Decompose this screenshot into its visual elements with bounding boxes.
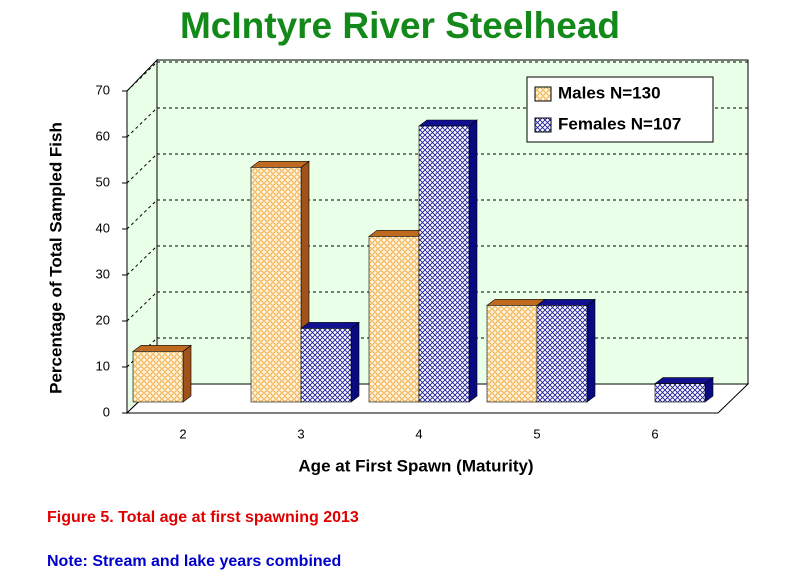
note: Note: Stream and lake years combined — [47, 553, 341, 570]
bar-side — [182, 344, 192, 403]
bar-front — [654, 383, 706, 403]
x-tick-label: 5 — [533, 426, 540, 441]
bar — [300, 321, 360, 403]
caption: Figure 5. Total age at first spawning 20… — [47, 509, 359, 526]
grid-line-side — [126, 199, 158, 230]
bar-top — [486, 299, 546, 306]
y-tick-label: 40 — [96, 220, 110, 235]
bar-top — [368, 230, 428, 237]
y-axis-label: Percentage of Total Sampled Fish — [46, 122, 65, 394]
bar-front — [300, 328, 352, 403]
legend-swatch — [534, 117, 552, 133]
bar-top — [250, 161, 310, 168]
y-tick-label: 50 — [96, 174, 110, 189]
x-tick-label: 3 — [297, 426, 304, 441]
bar — [132, 344, 192, 403]
bar-top — [418, 119, 478, 127]
bar-front — [132, 351, 184, 403]
x-tick-label: 6 — [651, 426, 658, 441]
bar-side — [586, 298, 596, 403]
bar-top — [536, 299, 596, 306]
y-tick-label: 60 — [96, 128, 110, 143]
x-tick-label: 4 — [415, 426, 422, 441]
bar-top — [132, 345, 192, 352]
x-tick-label: 2 — [179, 426, 186, 441]
y-tick-label: 10 — [96, 358, 110, 373]
bar — [486, 298, 546, 403]
bar-front — [486, 305, 538, 403]
legend-label: Females N=107 — [558, 114, 681, 133]
y-tick-label: 0 — [103, 404, 110, 419]
grid-line-side — [126, 61, 158, 92]
bar-front — [536, 305, 588, 403]
legend-label: Males N=130 — [558, 83, 661, 102]
y-tick-label: 70 — [96, 82, 110, 97]
bar — [654, 377, 714, 403]
grid-line-side — [126, 153, 158, 184]
chart-title: McIntyre River Steelhead — [180, 5, 620, 46]
bar-top — [300, 322, 360, 329]
x-axis-label: Age at First Spawn (Maturity) — [298, 456, 533, 475]
legend-box — [526, 76, 714, 143]
bar-side — [468, 119, 478, 403]
bar — [368, 229, 428, 403]
grid-line-side — [126, 291, 158, 322]
bar — [536, 298, 596, 403]
bar-front — [250, 167, 302, 403]
grid-line-side — [126, 245, 158, 276]
bar-front — [368, 236, 420, 403]
bar-side — [350, 321, 360, 403]
grid-line-side — [126, 107, 158, 138]
y-tick-label: 30 — [96, 266, 110, 281]
bar — [250, 160, 310, 403]
bar-top — [654, 377, 714, 384]
y-tick-label: 20 — [96, 312, 110, 327]
bar — [418, 119, 478, 403]
bar-front — [418, 125, 470, 403]
legend-swatch — [534, 86, 552, 102]
